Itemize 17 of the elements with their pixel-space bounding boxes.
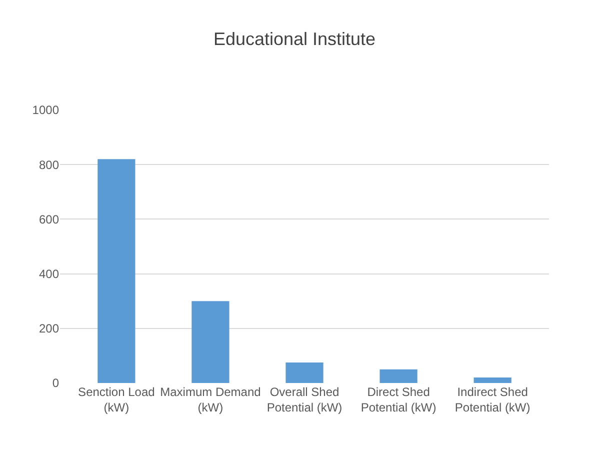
y-tick-label: 600 xyxy=(38,212,60,226)
bar xyxy=(192,301,230,383)
bar xyxy=(380,369,418,383)
bar xyxy=(286,362,324,383)
y-tick-label: 800 xyxy=(38,158,60,172)
x-tick-label: Direct Shed Potential (kW) xyxy=(360,385,436,415)
chart-title: Educational Institute xyxy=(213,29,376,50)
x-tick-label: Indirect Shed Potential (kW) xyxy=(454,385,530,415)
bar xyxy=(474,378,512,383)
x-tick-label: Senction Load (kW) xyxy=(78,385,155,415)
x-tick-label: Overall Shed Potential (kW) xyxy=(266,385,342,415)
y-tick-label: 200 xyxy=(38,322,60,336)
x-tick-label: Maximum Demand (kW) xyxy=(160,385,261,415)
bar xyxy=(98,159,136,383)
y-tick-label: 400 xyxy=(38,267,60,281)
y-tick-label: 0 xyxy=(52,376,60,390)
y-tick-label: 1000 xyxy=(32,103,60,118)
